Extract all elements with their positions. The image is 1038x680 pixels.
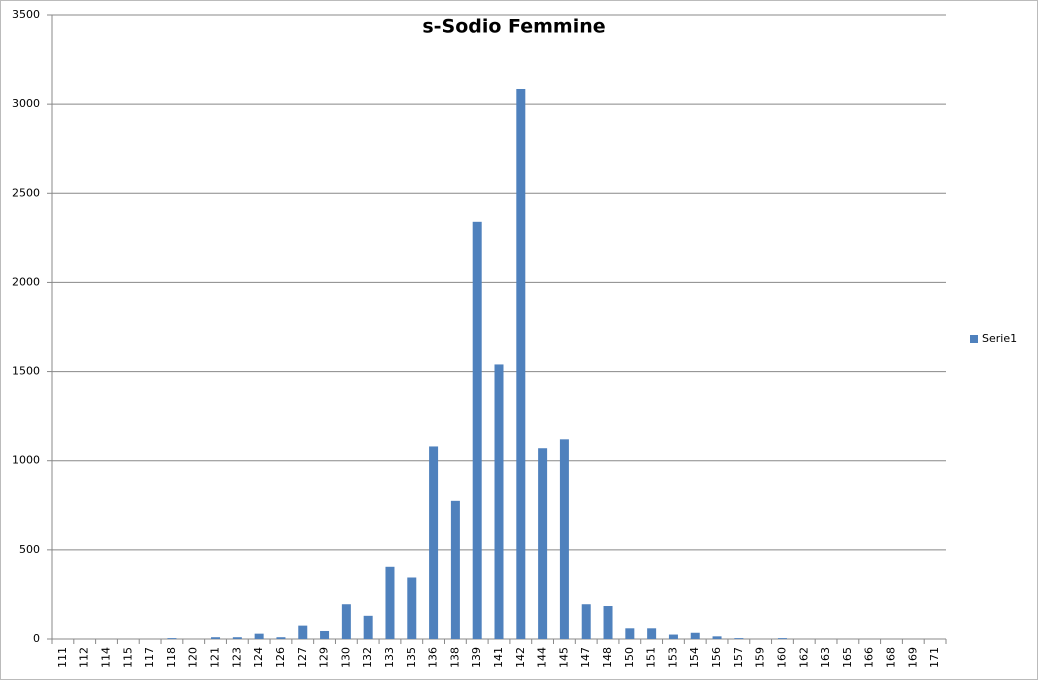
y-tick-label: 2000 <box>12 275 40 288</box>
bar <box>625 628 635 639</box>
x-tick-label: 133 <box>383 647 396 668</box>
x-tick-label: 141 <box>492 647 505 668</box>
legend-swatch <box>970 335 978 343</box>
x-tick-label: 124 <box>252 647 265 668</box>
bar <box>450 500 460 639</box>
bar <box>211 637 221 639</box>
x-tick-label: 162 <box>797 647 810 668</box>
x-tick-label: 150 <box>623 647 636 668</box>
x-tick-label: 138 <box>448 647 461 668</box>
x-tick-label: 163 <box>819 647 832 668</box>
y-tick-label: 3000 <box>12 97 40 110</box>
x-tick-label: 153 <box>666 647 679 668</box>
x-tick-label: 139 <box>470 647 483 668</box>
bar <box>363 615 373 639</box>
y-tick-label: 2500 <box>12 186 40 199</box>
bar <box>516 88 526 639</box>
bar <box>341 604 351 639</box>
x-tick-label: 126 <box>274 647 287 668</box>
bar <box>494 364 504 639</box>
x-tick-label: 130 <box>339 647 352 668</box>
x-tick-label: 129 <box>318 647 331 668</box>
x-tick-label: 148 <box>601 647 614 668</box>
x-tick-label: 123 <box>230 647 243 668</box>
x-tick-label: 171 <box>928 647 941 668</box>
bar <box>320 630 330 639</box>
bar <box>298 625 308 639</box>
y-tick-label: 0 <box>33 632 40 645</box>
x-tick-label: 154 <box>688 647 701 668</box>
bar <box>559 439 569 639</box>
x-tick-label: 160 <box>775 647 788 668</box>
bar <box>167 638 177 639</box>
x-tick-label: 147 <box>579 647 592 668</box>
x-tick-label: 135 <box>405 647 418 668</box>
x-tick-label: 144 <box>536 647 549 668</box>
bar <box>734 638 744 639</box>
x-tick-label: 115 <box>121 647 134 668</box>
bar <box>603 606 613 639</box>
x-tick-label: 142 <box>514 647 527 668</box>
x-tick-label: 168 <box>884 647 897 668</box>
bar <box>254 633 264 639</box>
x-tick-label: 145 <box>557 647 570 668</box>
x-tick-label: 169 <box>906 647 919 668</box>
x-tick-label: 112 <box>78 647 91 668</box>
x-tick-label: 118 <box>165 647 178 668</box>
bar <box>276 637 286 639</box>
bar <box>385 566 395 639</box>
x-tick-label: 136 <box>427 647 440 668</box>
bar <box>712 636 722 639</box>
bar <box>407 577 417 639</box>
x-tick-label: 151 <box>645 647 658 668</box>
legend-label: Serie1 <box>982 332 1017 345</box>
bar <box>668 634 678 639</box>
x-tick-label: 166 <box>863 647 876 668</box>
y-tick-label: 3500 <box>12 8 40 21</box>
bar <box>429 446 439 639</box>
x-tick-label: 165 <box>841 647 854 668</box>
bar <box>538 448 548 639</box>
x-tick-label: 127 <box>296 647 309 668</box>
x-tick-label: 111 <box>56 647 69 668</box>
y-tick-label: 500 <box>19 543 40 556</box>
x-tick-label: 121 <box>209 647 222 668</box>
y-tick-label: 1000 <box>12 454 40 467</box>
chart-title: s-Sodio Femmine <box>422 16 605 38</box>
bar <box>581 604 591 639</box>
x-tick-label: 159 <box>754 647 767 668</box>
x-tick-label: 157 <box>732 647 745 668</box>
bar <box>232 637 242 639</box>
y-tick-label: 1500 <box>12 365 40 378</box>
x-tick-label: 117 <box>143 647 156 668</box>
x-tick-label: 120 <box>187 647 200 668</box>
bar <box>647 628 657 639</box>
x-tick-label: 114 <box>100 647 113 668</box>
bar <box>690 632 700 639</box>
bar <box>472 221 482 639</box>
x-tick-label: 132 <box>361 647 374 668</box>
bar <box>777 638 787 639</box>
x-tick-label: 156 <box>710 647 723 668</box>
